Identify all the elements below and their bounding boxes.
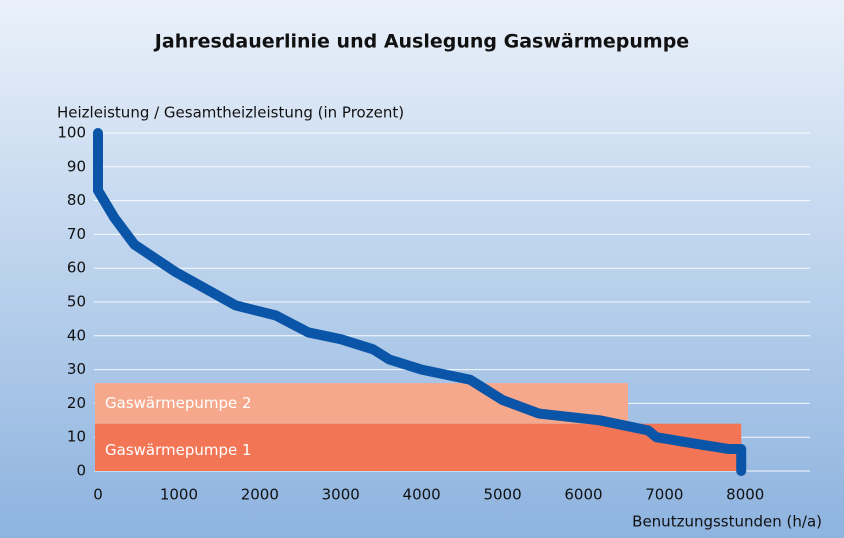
y-tick-label: 20 <box>67 394 86 412</box>
band-label: Gaswärmepumpe 2 <box>105 394 252 412</box>
y-tick-label: 100 <box>57 124 86 142</box>
band-label: Gaswärmepumpe 1 <box>105 441 252 459</box>
y-tick-label: 0 <box>76 462 86 480</box>
x-tick-label: 4000 <box>403 486 441 504</box>
x-tick-label: 2000 <box>241 486 279 504</box>
x-tick-label: 8000 <box>726 486 764 504</box>
x-tick-label: 5000 <box>483 486 521 504</box>
x-tick-label: 7000 <box>645 486 683 504</box>
y-tick-label: 10 <box>67 428 86 446</box>
y-tick-label: 80 <box>67 191 86 209</box>
y-tick-label: 40 <box>67 326 86 344</box>
x-tick-label: 0 <box>93 486 103 504</box>
y-tick-label: 30 <box>67 360 86 378</box>
y-tick-label: 50 <box>67 293 86 311</box>
x-tick-label: 3000 <box>322 486 360 504</box>
x-axis-label: Benutzungsstunden (h/a) <box>632 513 822 531</box>
y-axis-label: Heizleistung / Gesamtheizleistung (in Pr… <box>57 104 404 122</box>
y-tick-label: 60 <box>67 259 86 277</box>
y-tick-label: 90 <box>67 157 86 175</box>
line <box>93 128 747 476</box>
chart-title: Jahresdauerlinie und Auslegung Gaswärmep… <box>153 31 689 53</box>
x-tick-label: 1000 <box>160 486 198 504</box>
x-tick-label: 6000 <box>564 486 602 504</box>
y-tick-label: 70 <box>67 225 86 243</box>
